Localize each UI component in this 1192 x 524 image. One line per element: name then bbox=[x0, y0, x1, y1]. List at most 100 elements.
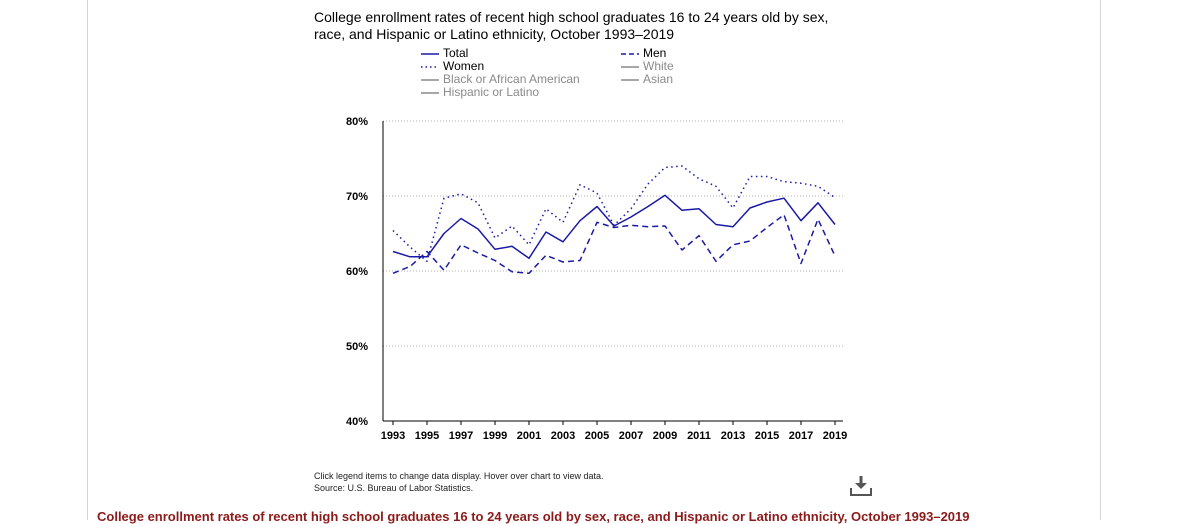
legend-swatch bbox=[421, 92, 439, 94]
data-point-total bbox=[527, 256, 532, 261]
data-point-total bbox=[391, 249, 396, 254]
data-point-total bbox=[493, 247, 498, 252]
data-point-total bbox=[663, 193, 668, 198]
data-point-total bbox=[816, 200, 821, 205]
y-tick-label: 80% bbox=[346, 116, 368, 128]
legend-label: Total bbox=[443, 46, 469, 60]
data-point-total bbox=[578, 218, 583, 223]
x-tick-label: 2009 bbox=[653, 430, 677, 442]
data-point-men bbox=[391, 271, 396, 276]
data-point-men bbox=[663, 224, 668, 229]
legend-label: Black or African American bbox=[443, 72, 580, 86]
data-point-women bbox=[731, 206, 736, 211]
data-point-men bbox=[833, 254, 838, 259]
legend-item-women[interactable]: Women bbox=[421, 60, 484, 73]
legend-item-men[interactable]: Men bbox=[621, 47, 666, 60]
legend-swatch bbox=[621, 53, 639, 55]
data-point-men bbox=[595, 220, 600, 225]
data-point-women bbox=[663, 165, 668, 170]
legend-item-white[interactable]: White bbox=[621, 60, 674, 73]
data-point-total bbox=[459, 216, 464, 221]
data-point-women bbox=[561, 220, 566, 225]
chart-title: College enrollment rates of recent high … bbox=[314, 9, 829, 42]
data-point-men bbox=[408, 264, 413, 269]
data-point-women bbox=[799, 181, 804, 186]
x-tick-label: 2015 bbox=[755, 430, 779, 442]
chart-source: Source: U.S. Bureau of Labor Statistics. bbox=[314, 483, 474, 493]
data-point-women bbox=[544, 206, 549, 211]
data-point-total bbox=[748, 206, 753, 211]
data-point-women bbox=[680, 164, 685, 169]
x-tick-label: 2017 bbox=[789, 430, 813, 442]
legend-label: Hispanic or Latino bbox=[443, 85, 540, 99]
legend-label: Women bbox=[443, 59, 485, 73]
table-caption: College enrollment rates of recent high … bbox=[97, 509, 970, 524]
x-tick-label: 2003 bbox=[551, 430, 575, 442]
chart-notes: Click legend items to change data displa… bbox=[314, 470, 603, 494]
data-point-men bbox=[459, 242, 464, 247]
data-point-women bbox=[578, 182, 583, 187]
data-point-total bbox=[510, 244, 515, 249]
legend-swatch bbox=[621, 79, 639, 81]
x-tick-label: 2019 bbox=[823, 430, 847, 442]
data-point-women bbox=[493, 236, 498, 241]
data-point-men bbox=[442, 268, 447, 273]
data-point-women bbox=[408, 245, 413, 250]
chart-instructions: Click legend items to change data displa… bbox=[314, 471, 604, 481]
data-point-total bbox=[680, 208, 685, 213]
data-point-total bbox=[442, 231, 447, 236]
data-point-women bbox=[629, 206, 634, 211]
x-tick-label: 1995 bbox=[415, 430, 439, 442]
data-point-men bbox=[748, 239, 753, 244]
x-tick-label: 2001 bbox=[517, 430, 541, 442]
data-point-women bbox=[816, 184, 821, 189]
data-point-total bbox=[765, 200, 770, 205]
data-point-women bbox=[527, 242, 532, 247]
x-tick-label: 1997 bbox=[449, 430, 473, 442]
download-icon bbox=[850, 476, 872, 496]
y-tick-label: 50% bbox=[346, 341, 368, 353]
data-point-women bbox=[748, 174, 753, 179]
data-point-total bbox=[408, 254, 413, 259]
legend-label: White bbox=[643, 59, 674, 73]
data-point-women bbox=[425, 259, 430, 264]
data-point-total bbox=[476, 227, 481, 232]
legend-swatch bbox=[621, 66, 639, 68]
data-point-men bbox=[731, 242, 736, 247]
content-frame bbox=[87, 0, 1101, 520]
data-point-men bbox=[476, 251, 481, 256]
series-line-men bbox=[392, 214, 836, 275]
data-point-men bbox=[697, 233, 702, 238]
data-point-total bbox=[697, 206, 702, 211]
y-tick-label: 70% bbox=[346, 191, 368, 203]
data-point-total bbox=[646, 204, 651, 209]
legend-swatch bbox=[421, 79, 439, 81]
data-point-men bbox=[680, 248, 685, 253]
download-button[interactable] bbox=[848, 474, 874, 498]
legend-item-asian[interactable]: Asian bbox=[621, 73, 673, 86]
data-point-total bbox=[595, 204, 600, 209]
legend-item-black-or-african-american[interactable]: Black or African American bbox=[421, 73, 580, 86]
data-point-men bbox=[816, 217, 821, 222]
legend-swatch bbox=[421, 53, 439, 55]
data-point-men bbox=[544, 253, 549, 258]
chart-legend: Total Men Women White Black or African Ameri… bbox=[421, 47, 721, 99]
legend-item-total[interactable]: Total bbox=[421, 47, 468, 60]
legend-item-hispanic-or-latino[interactable]: Hispanic or Latino bbox=[421, 86, 539, 99]
data-point-men bbox=[578, 258, 583, 263]
legend-label: Men bbox=[643, 46, 667, 60]
data-point-women bbox=[697, 176, 702, 181]
data-point-women bbox=[595, 191, 600, 196]
data-point-total bbox=[561, 239, 566, 244]
data-point-men bbox=[799, 261, 804, 266]
data-point-women bbox=[782, 179, 787, 184]
x-tick-label: 1999 bbox=[483, 430, 507, 442]
legend-label: Asian bbox=[643, 72, 674, 86]
data-point-total bbox=[731, 224, 736, 229]
data-point-men bbox=[510, 269, 515, 274]
data-point-total bbox=[833, 222, 838, 227]
data-point-men bbox=[646, 224, 651, 229]
data-point-total bbox=[714, 222, 719, 227]
data-point-total bbox=[799, 218, 804, 223]
